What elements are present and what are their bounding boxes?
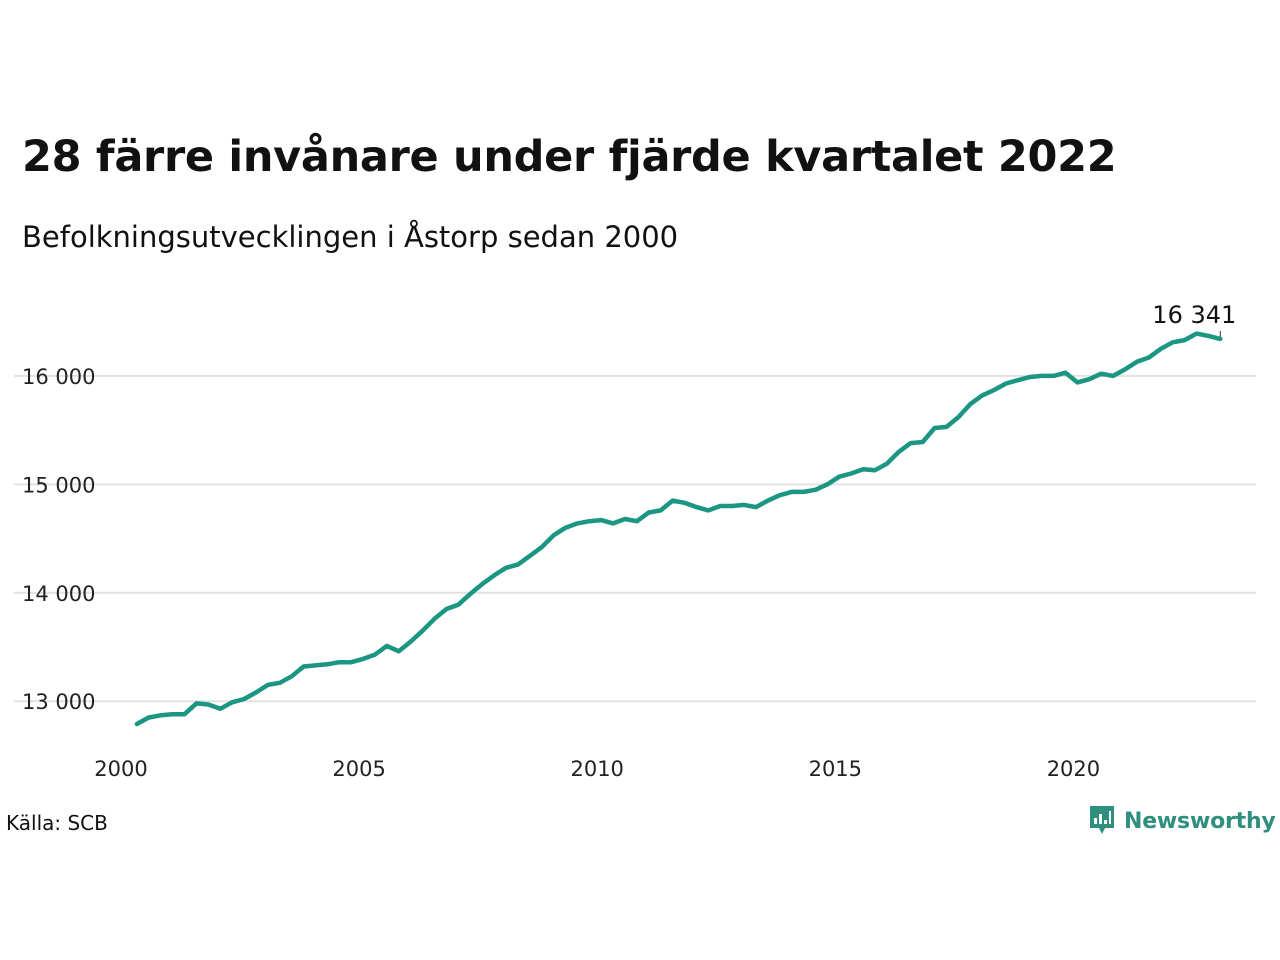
y-tick-label: 16 000 xyxy=(22,365,95,389)
y-axis-labels: 13 000 14 000 15 000 16 000 xyxy=(22,365,95,714)
y-tick-label: 13 000 xyxy=(22,690,95,714)
chart-subtitle: Befolkningsutvecklingen i Åstorp sedan 2… xyxy=(22,220,679,254)
end-value-label: 16 341 xyxy=(1152,301,1236,329)
y-tick-label: 14 000 xyxy=(22,582,95,606)
chart-title: 28 färre invånare under fjärde kvartalet… xyxy=(22,132,1117,182)
brand-name: Newsworthy xyxy=(1124,808,1276,834)
x-tick-label: 2010 xyxy=(570,757,623,781)
y-tick-label: 15 000 xyxy=(22,473,95,497)
annotations: 16 341 xyxy=(1152,301,1236,337)
x-axis-labels: 2000 2005 2010 2015 2020 xyxy=(94,757,1100,781)
series-line xyxy=(134,331,1223,727)
x-tick-label: 2005 xyxy=(332,757,385,781)
x-tick-label: 2020 xyxy=(1047,757,1100,781)
source-note: Källa: SCB xyxy=(6,811,108,835)
brand-logo-group[interactable]: Newsworthy xyxy=(1088,804,1276,838)
gridlines xyxy=(14,374,1256,703)
newsworthy-logo-icon xyxy=(1090,806,1114,834)
x-tick-label: 2015 xyxy=(809,757,862,781)
series-layer xyxy=(134,331,1223,727)
x-tick-label: 2000 xyxy=(94,757,147,781)
